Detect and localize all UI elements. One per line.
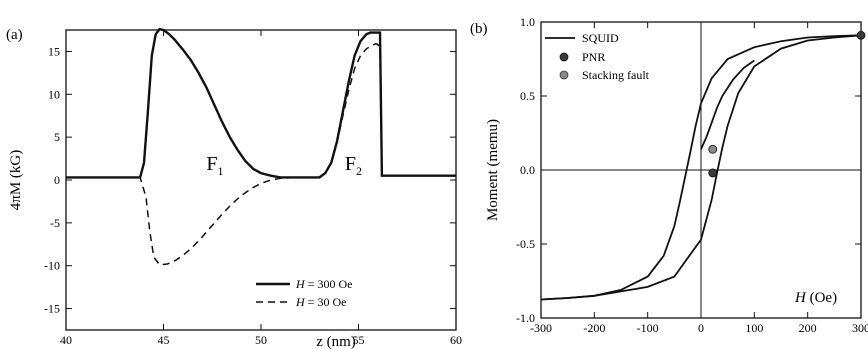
panel-b-legend: SQUID PNR Stacking fault	[545, 31, 650, 82]
panel-a-legend-label-300oe: H = 300 Oe	[295, 277, 352, 291]
panel-a-series-300oe-line	[66, 27, 456, 179]
panel-a-y-tick-label: 0	[54, 173, 60, 187]
panel-b-y-tick-label: -0.5	[516, 237, 535, 251]
panel-a-x-tick-label: 60	[450, 333, 462, 347]
panel-b-legend-stacking-fault-marker	[559, 70, 569, 80]
panel-b-y-tick-label: 0.0	[520, 163, 535, 177]
panel-a-x-ticks: 40 45 50 55 60	[60, 30, 462, 347]
panel-b-x-tick-label: 0	[698, 321, 704, 335]
panel-a-x-tick-label: 55	[353, 333, 365, 347]
panel-a-legend: H = 300 Oe H = 30 Oe	[256, 277, 352, 309]
panel-a-y-tick-label: -5	[50, 216, 60, 230]
panel-a-region-label-f1: F1	[206, 153, 223, 178]
panel-b-x-tick-label: -200	[583, 321, 605, 335]
panel-b-y-ticks: -1.0 -0.5 0.0 0.5 1.0	[516, 15, 861, 325]
panel-b-stacking-fault-point	[708, 144, 718, 154]
panel-a-y-tick-label: -10	[44, 259, 60, 273]
panel-b-x-tick-label: 300	[852, 321, 868, 335]
panel-b-legend-label-pnr: PNR	[582, 50, 605, 64]
panel-b-pnr-point	[708, 168, 718, 178]
panel-b-y-axis-title: Moment (memu)	[485, 119, 501, 221]
panel-b-label: (b)	[470, 21, 488, 37]
panel-a-label: (a)	[6, 27, 23, 43]
panel-b-x-tick-label: 100	[745, 321, 763, 335]
panel-b-legend-pnr-marker	[559, 52, 569, 62]
panel-a-x-tick-label: 40	[60, 333, 72, 347]
panel-b-y-tick-label: -1.0	[516, 311, 535, 325]
panel-b-legend-label-squid: SQUID	[582, 31, 619, 45]
panel-a-x-tick-label: 45	[158, 333, 170, 347]
panel-b-x-tick-label: -300	[530, 321, 552, 335]
panel-b-legend-label-stacking-fault: Stacking fault	[582, 68, 650, 82]
panel-b-markers	[708, 30, 866, 178]
panel-a-y-axis-title: 4πM (kG)	[8, 150, 24, 210]
panel-a-x-tick-label: 50	[255, 333, 267, 347]
panel-a-y-tick-label: 5	[54, 130, 60, 144]
panel-b-squid-initial-branch-line	[700, 59, 755, 150]
panel-b-x-tick-label: -100	[637, 321, 659, 335]
panel-a-annotations: F1 F2	[206, 153, 362, 178]
panel-a-region-label-f2: F2	[345, 153, 362, 178]
panel-b-x-ticks: -300 -200 -100 0 100 200 300	[530, 22, 868, 335]
panel-b: (b) -1.0 -0.5 0.0 0.5 1.0 -300 -200 -100 0 100 20…	[470, 15, 868, 335]
panel-a-y-tick-label: -15	[44, 302, 60, 316]
panel-a-y-ticks: -15 -10 -5 0 5 10 15	[44, 44, 456, 316]
panel-a-y-tick-label: 15	[48, 44, 60, 58]
panel-b-y-tick-label: 0.5	[520, 89, 535, 103]
panel-a: (a) -15 -10 -5 0 5 10 15 40 45 50 55 60 4πM (kG) z…	[6, 27, 462, 349]
panel-a-series-30oe-line	[66, 42, 456, 266]
panel-b-x-tick-label: 200	[799, 321, 817, 335]
panel-b-pnr-point	[856, 30, 866, 40]
panel-b-squid-upper-branch-line	[540, 34, 862, 301]
panel-a-x-axis-title: z (nm)	[316, 334, 356, 349]
panel-b-y-tick-label: 1.0	[520, 15, 535, 29]
panel-a-legend-label-30oe: H = 30 Oe	[295, 295, 346, 309]
panel-a-y-tick-label: 10	[48, 87, 60, 101]
panel-b-x-axis-title: H (Oe)	[794, 290, 837, 306]
